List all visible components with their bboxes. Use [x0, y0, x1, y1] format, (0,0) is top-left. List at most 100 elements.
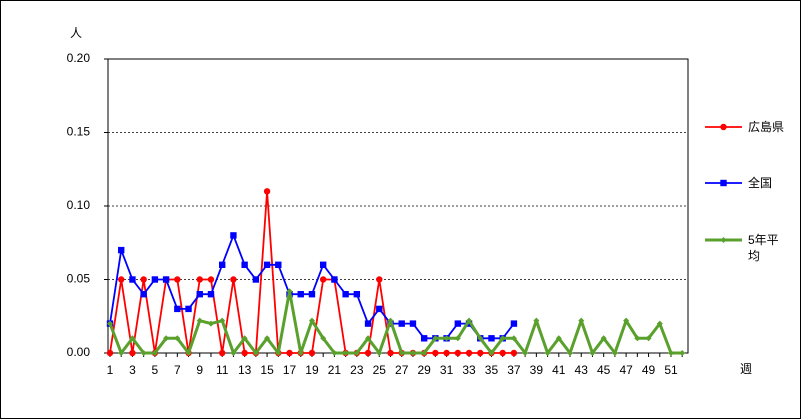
data-point — [185, 350, 192, 356]
data-point — [420, 335, 428, 342]
y-tick-label: 0.10 — [67, 198, 91, 212]
x-axis-label: 週 — [740, 362, 752, 376]
legend-label: 広島県 — [748, 120, 785, 134]
data-point — [645, 335, 652, 342]
data-point — [185, 305, 192, 313]
data-point — [320, 335, 327, 342]
data-point — [331, 350, 338, 356]
data-point — [353, 350, 360, 356]
x-tick-label: 19 — [305, 363, 319, 377]
data-point — [477, 335, 484, 342]
data-point — [499, 335, 506, 342]
data-point — [656, 320, 663, 327]
x-tick-label: 1 — [107, 363, 114, 377]
data-point — [398, 350, 405, 356]
x-tick-label: 27 — [395, 363, 409, 377]
data-point — [230, 232, 237, 239]
data-point — [196, 317, 203, 324]
data-point — [510, 320, 518, 327]
x-tick-label: 47 — [619, 363, 633, 377]
data-point — [365, 335, 372, 342]
data-point — [230, 276, 237, 283]
x-tick-label: 45 — [597, 363, 611, 377]
data-point — [241, 349, 248, 357]
data-point — [454, 335, 461, 342]
data-point — [488, 350, 495, 356]
data-point — [107, 320, 113, 327]
data-point — [589, 350, 596, 356]
data-point — [174, 305, 181, 313]
data-point — [140, 291, 147, 298]
data-point — [578, 317, 585, 324]
data-point — [241, 335, 248, 342]
x-tick-label: 29 — [417, 363, 431, 377]
data-point — [465, 349, 473, 357]
data-point — [129, 349, 136, 357]
data-point — [106, 349, 114, 357]
data-point — [454, 349, 462, 357]
x-tick-label: 5 — [152, 363, 159, 377]
data-point — [421, 350, 428, 356]
legend-marker — [720, 123, 727, 131]
data-point — [196, 291, 203, 298]
data-point — [140, 276, 147, 283]
x-tick-label: 13 — [238, 363, 252, 377]
data-point — [163, 335, 170, 342]
x-tick-label: 51 — [664, 363, 678, 377]
x-tick-label: 31 — [440, 363, 454, 377]
data-point — [432, 335, 439, 342]
data-point — [466, 317, 473, 324]
data-point — [454, 320, 462, 327]
data-point — [308, 317, 315, 324]
data-point — [219, 261, 226, 268]
data-point — [196, 276, 203, 283]
legend-marker — [720, 179, 727, 187]
y-tick-label: 0.15 — [67, 125, 91, 139]
x-tick-label: 21 — [328, 363, 342, 377]
data-point — [297, 291, 304, 298]
data-point — [387, 317, 394, 324]
data-point — [219, 349, 226, 357]
x-tick-label: 15 — [260, 363, 274, 377]
x-tick-label: 11 — [216, 363, 229, 377]
data-point — [275, 261, 282, 268]
legend-label: 5年平均 — [748, 233, 779, 263]
data-point — [679, 350, 686, 356]
data-point — [118, 246, 125, 254]
data-point — [488, 335, 495, 342]
data-point — [207, 291, 215, 298]
data-point — [207, 320, 214, 327]
data-point — [342, 291, 349, 298]
x-tick-label: 25 — [373, 363, 387, 377]
data-point — [162, 276, 170, 283]
data-point — [297, 350, 304, 356]
data-point — [510, 335, 517, 342]
data-point — [252, 350, 259, 356]
data-point — [409, 320, 417, 327]
data-point — [522, 350, 529, 356]
data-point — [174, 335, 181, 342]
x-tick-label: 41 — [552, 363, 566, 377]
data-point — [555, 335, 562, 342]
data-point — [241, 261, 248, 268]
x-tick-label: 33 — [462, 363, 476, 377]
data-point — [443, 349, 450, 357]
y-tick-label: 0.05 — [67, 272, 91, 286]
data-point — [308, 291, 316, 298]
data-point — [499, 349, 506, 357]
x-tick-label: 9 — [196, 363, 203, 377]
data-point — [308, 349, 316, 357]
y-axis-label: 人 — [70, 26, 82, 40]
data-point — [623, 317, 630, 324]
y-tick-label: 0.00 — [67, 345, 91, 359]
data-point — [263, 261, 271, 268]
data-point — [634, 335, 641, 342]
data-point — [129, 276, 136, 283]
data-point — [275, 350, 282, 356]
data-point — [387, 349, 394, 357]
data-point — [230, 350, 237, 356]
x-tick-label: 37 — [507, 363, 521, 377]
data-point — [151, 350, 158, 356]
